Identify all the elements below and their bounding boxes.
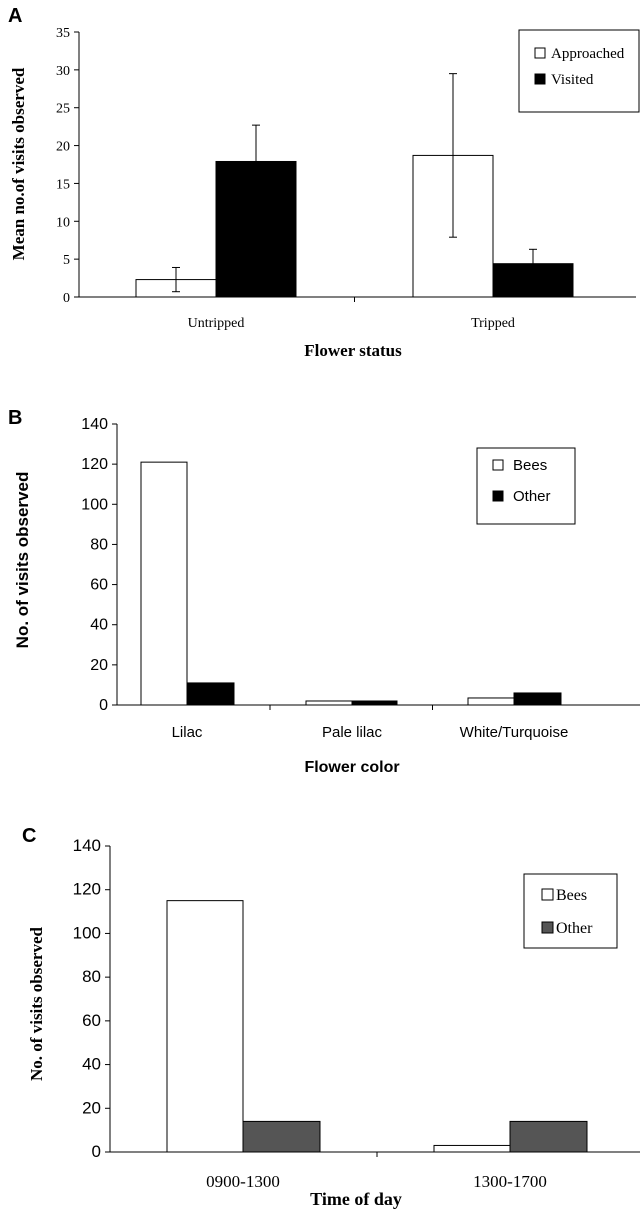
x-ticks: Untripped Tripped — [188, 297, 515, 331]
legend-label-bees: Bees — [556, 887, 587, 904]
y-tick-label: 120 — [73, 880, 101, 899]
y-tick-label: 5 — [63, 253, 70, 268]
bar-bees-1300-1700 — [433, 1144, 511, 1153]
bars — [166, 900, 588, 1153]
y-tick-label: 15 — [56, 177, 70, 192]
legend-swatch-other — [541, 921, 554, 934]
bar-other-white-turquoise — [513, 692, 562, 706]
bar-bees-0900-1300 — [166, 900, 244, 1153]
legend-swatch-approached — [534, 47, 546, 59]
legend-label-visited: Visited — [551, 72, 594, 88]
y-tick-label: 60 — [82, 1011, 101, 1030]
chart-panel-b: B No. of visits observed Flower color 0 2… — [8, 407, 640, 776]
y-ticks: 0 5 10 15 20 25 30 35 — [56, 26, 79, 306]
y-tick-label: 80 — [82, 967, 101, 986]
legend-box — [523, 873, 618, 949]
svg-text:Flower color: Flower color — [304, 759, 399, 776]
bars — [140, 461, 562, 706]
svg-text:Time of day: Time of day — [310, 1189, 402, 1209]
panel-label-c: C — [22, 825, 36, 847]
panel-label-b: B — [8, 407, 22, 429]
y-tick-label: 100 — [73, 923, 101, 942]
legend-label-other: Other — [556, 920, 593, 937]
y-tick-label: 0 — [63, 291, 70, 306]
y-tick-label: 140 — [81, 416, 108, 433]
y-ticks: 0 20 40 60 80 100 120 140 — [81, 416, 117, 714]
svg-text:Mean no.of visits observed: Mean no.of visits observed — [9, 67, 28, 260]
legend-label-approached: Approached — [551, 46, 625, 62]
y-tick-label: 100 — [81, 496, 108, 513]
y-tick-label: 20 — [56, 140, 70, 155]
x-tick-label: 1300-1700 — [473, 1172, 547, 1191]
legend-label-bees: Bees — [513, 457, 547, 474]
x-tick-label: Untripped — [188, 316, 245, 331]
y-tick-label: 40 — [82, 1055, 101, 1074]
bar-other-1300-1700 — [509, 1120, 588, 1153]
x-tick-label: Pale lilac — [322, 724, 383, 741]
chart-panel-c: C No. of visits observed Time of day 0 20… — [22, 825, 640, 1209]
y-axis-title: No. of visits observed — [27, 926, 46, 1080]
x-axis-title: Flower status — [304, 341, 402, 360]
x-tick-label: 0900-1300 — [206, 1172, 280, 1191]
bar-bees-lilac — [140, 461, 188, 706]
y-ticks: 0 20 40 60 80 100 120 140 — [73, 836, 110, 1161]
bar-other-0900-1300 — [242, 1120, 321, 1153]
x-axis-title: Flower color — [304, 759, 399, 776]
bars — [135, 73, 574, 298]
panel-label-a: A — [8, 5, 22, 27]
x-tick-label: Tripped — [471, 316, 515, 331]
y-tick-label: 140 — [73, 836, 101, 855]
legend-label-other: Other — [513, 488, 551, 505]
x-tick-label: White/Turquoise — [460, 724, 569, 741]
y-axis-title: No. of visits observed — [13, 472, 32, 649]
y-tick-label: 120 — [81, 456, 108, 473]
y-tick-label: 30 — [56, 64, 70, 79]
x-tick-label: Lilac — [172, 724, 203, 741]
svg-text:No. of visits observed: No. of visits observed — [27, 926, 46, 1080]
y-tick-label: 40 — [90, 617, 108, 634]
chart-panel-a: A Mean no.of visits observed Flower stat… — [8, 5, 640, 360]
bar-bees-pale-lilac — [305, 700, 353, 706]
svg-text:No. of visits observed: No. of visits observed — [13, 472, 32, 649]
legend-swatch-bees — [492, 459, 504, 471]
y-tick-label: 25 — [56, 102, 70, 117]
y-tick-label: 80 — [90, 536, 108, 553]
x-ticks: 0900-1300 1300-1700 — [206, 1152, 547, 1191]
y-tick-label: 0 — [99, 697, 108, 714]
legend-swatch-other — [492, 490, 504, 502]
legend: Approached Visited — [518, 29, 640, 113]
y-tick-label: 60 — [90, 577, 108, 594]
bar-bees-white-turquoise — [467, 697, 515, 706]
svg-text:Flower status: Flower status — [304, 341, 402, 360]
legend-swatch-bees — [541, 888, 554, 901]
y-tick-label: 20 — [82, 1098, 101, 1117]
legend-box — [518, 29, 640, 113]
y-tick-label: 10 — [56, 215, 70, 230]
y-tick-label: 35 — [56, 26, 70, 41]
legend-swatch-visited — [534, 73, 546, 85]
legend: Bees Other — [476, 447, 576, 525]
y-tick-label: 20 — [90, 657, 108, 674]
x-ticks: Lilac Pale lilac White/Turquoise — [172, 705, 569, 741]
y-tick-label: 0 — [92, 1142, 101, 1161]
y-axis-title: Mean no.of visits observed — [9, 67, 28, 260]
bar-other-lilac — [186, 682, 235, 706]
legend: Bees Other — [523, 873, 618, 949]
x-axis-title: Time of day — [310, 1189, 402, 1209]
bar-other-pale-lilac — [351, 700, 398, 706]
